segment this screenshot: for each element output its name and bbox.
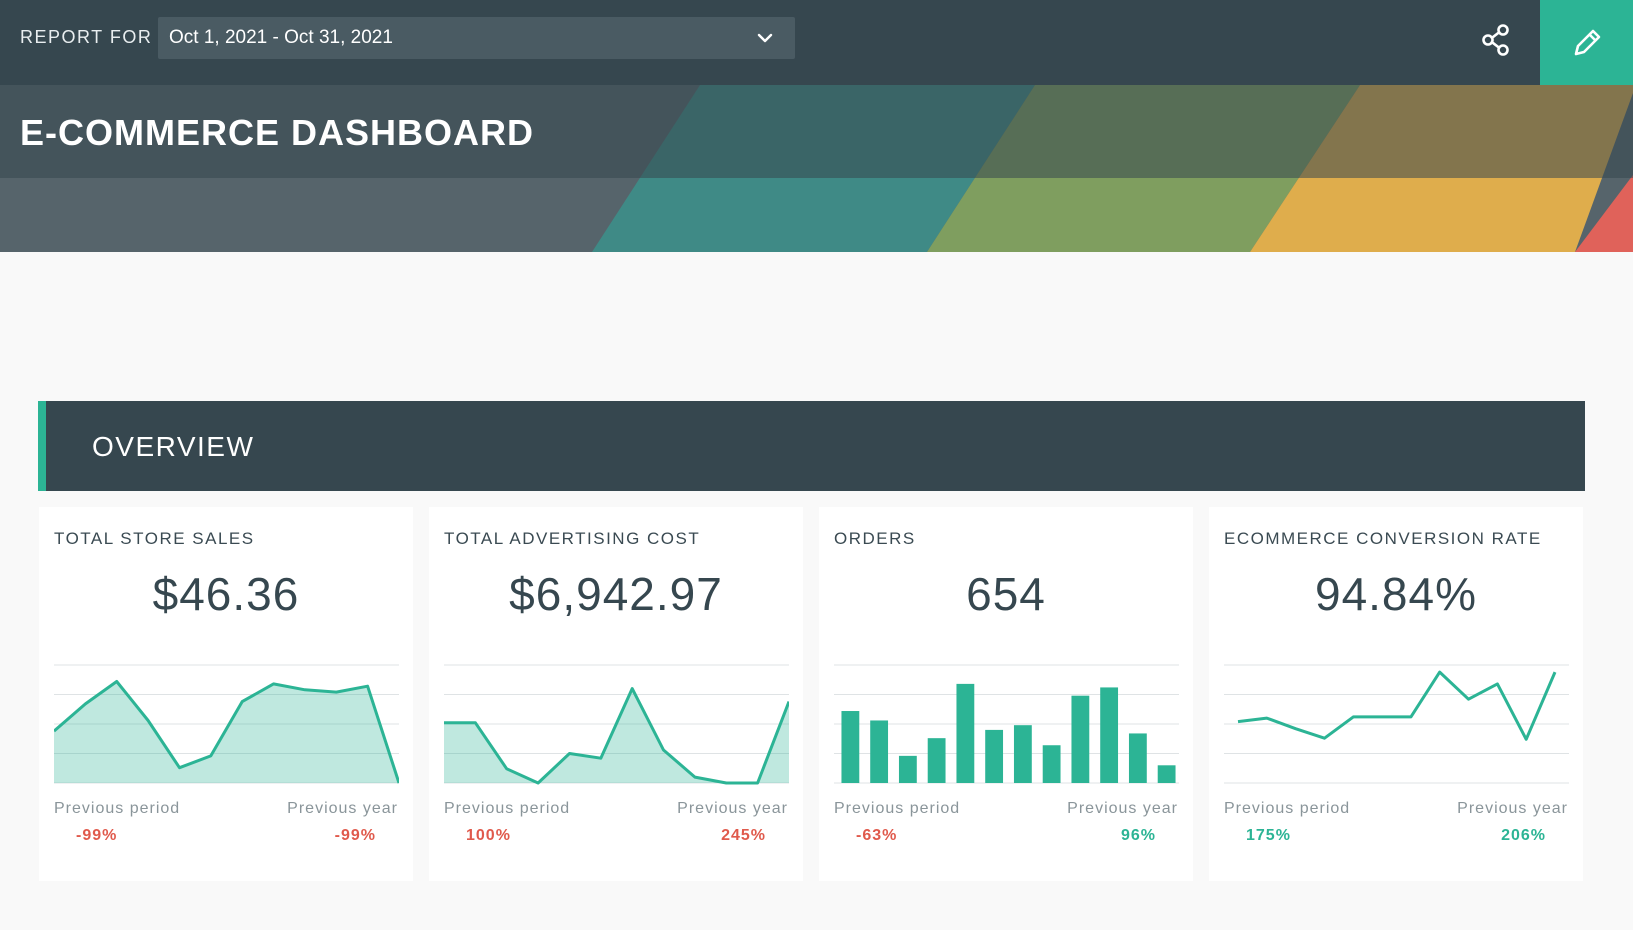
previous-year-label: Previous year <box>1067 800 1178 817</box>
section-title: OVERVIEW <box>92 431 255 462</box>
sparkline-chart <box>54 664 399 784</box>
title-band <box>0 85 1633 178</box>
date-range-select[interactable]: Oct 1, 2021 - Oct 31, 2021 <box>158 17 795 59</box>
previous-period-value: 175% <box>1246 827 1291 844</box>
card-metric-value: 654 <box>966 568 1046 620</box>
line-chart <box>1224 664 1569 784</box>
bar <box>841 711 860 783</box>
bar <box>1013 725 1032 783</box>
sparkline-chart <box>444 664 789 785</box>
card-metric-value: $46.36 <box>152 568 300 620</box>
page-title: E-COMMERCE DASHBOARD <box>20 112 534 153</box>
bar <box>1157 765 1176 783</box>
previous-period-value: -63% <box>856 827 898 844</box>
previous-year-label: Previous year <box>677 800 788 817</box>
share-button[interactable] <box>1472 18 1520 62</box>
previous-period-value: -99% <box>76 827 118 844</box>
card-title: TOTAL ADVERTISING COST <box>444 529 701 548</box>
previous-year-value: 245% <box>721 827 766 844</box>
chevron-down-icon <box>757 33 773 43</box>
series-line <box>1237 670 1557 741</box>
area-fill <box>54 681 399 783</box>
card-total-advertising-cost[interactable]: TOTAL ADVERTISING COST $6,942.97 Previou… <box>429 507 803 881</box>
previous-year-label: Previous year <box>287 800 398 817</box>
bar <box>985 729 1004 783</box>
date-range-value: Oct 1, 2021 - Oct 31, 2021 <box>169 27 393 48</box>
bar <box>1071 695 1090 783</box>
area-fill <box>444 688 789 783</box>
card-title: TOTAL STORE SALES <box>54 529 255 548</box>
previous-period-label: Previous period <box>444 800 571 817</box>
series-line <box>54 680 399 784</box>
previous-period-label: Previous period <box>54 800 181 817</box>
series-line <box>444 687 789 785</box>
card-title: ORDERS <box>834 529 916 548</box>
bar <box>927 738 946 783</box>
previous-year-label: Previous year <box>1457 800 1568 817</box>
bar-chart <box>834 664 1179 784</box>
bar <box>870 720 889 783</box>
previous-period-label: Previous period <box>834 800 961 817</box>
edit-button[interactable] <box>1540 0 1633 85</box>
share-icon <box>1482 24 1509 56</box>
bar <box>1128 733 1147 783</box>
previous-year-value: 206% <box>1501 827 1546 844</box>
card-ecommerce-conversion-rate[interactable]: ECOMMERCE CONVERSION RATE 94.84% Previou… <box>1209 507 1583 881</box>
card-total-store-sales[interactable]: TOTAL STORE SALES $46.36 Previous period… <box>39 507 413 881</box>
overview-section-header: OVERVIEW <box>38 401 1585 491</box>
previous-period-label: Previous period <box>1224 800 1351 817</box>
card-metric-value: $6,942.97 <box>509 568 723 620</box>
bar <box>898 755 917 783</box>
bar <box>1042 745 1061 783</box>
card-metric-value: 94.84% <box>1314 568 1477 620</box>
bar <box>1100 687 1119 783</box>
bar <box>956 683 975 783</box>
report-for-label: REPORT FOR <box>20 27 153 47</box>
section-accent-bar <box>38 401 46 491</box>
previous-period-value: 100% <box>466 827 511 844</box>
previous-year-value: 96% <box>1120 827 1156 844</box>
top-bar: REPORT FOR Oct 1, 2021 - Oct 31, 2021 <box>0 0 1633 85</box>
previous-year-value: -99% <box>334 827 376 844</box>
card-title: ECOMMERCE CONVERSION RATE <box>1224 529 1542 548</box>
card-orders[interactable]: ORDERS 654 Previous period Previous year… <box>819 507 1193 881</box>
pencil-icon <box>1574 29 1600 55</box>
